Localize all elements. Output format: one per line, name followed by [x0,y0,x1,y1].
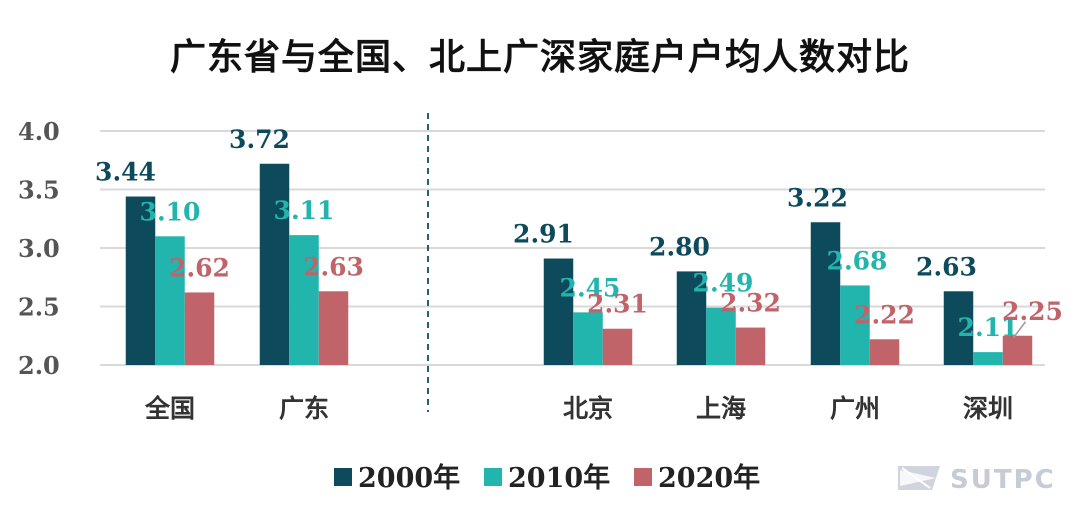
y-tick-label: 2.5 [18,293,60,322]
bar [706,307,736,365]
data-label: 2.63 [303,252,364,281]
sutpc-logo: SUTPC [898,465,1056,495]
bar [973,352,1003,365]
data-label: 2.25 [1002,297,1063,326]
data-label: 2.62 [169,253,230,282]
bars [125,163,1033,365]
data-label: 2.32 [720,289,781,318]
data-label: 2.22 [854,300,915,329]
data-label: 3.44 [95,158,156,187]
bar [289,235,319,365]
legend-label: 2000年 [358,462,460,494]
legend-swatch [334,468,352,486]
data-label: 2.80 [649,232,710,261]
y-tick-label: 4.0 [18,117,60,146]
data-label: 2.11 [958,313,1019,342]
data-labels: 3.44 3.10 2.62 3.72 3.11 2.63 2.91 2.452.312.80… [95,125,1063,342]
legend-label: 2010年 [508,462,610,494]
category-label: 广州 [830,394,880,423]
legend-label: 2020年 [658,462,760,494]
legend-swatch [634,468,652,486]
y-tick-label: 3.5 [18,176,60,205]
category-labels: 全国 广东 北京 上海 广州 深圳 [144,394,1013,423]
y-tick-label: 3.0 [18,234,60,263]
data-label: 2.45 [560,273,621,302]
bar [573,312,603,365]
category-label: 广东 [279,394,329,423]
data-label: 2.31 [587,290,648,319]
bar [125,196,156,365]
y-tick-label: 2.0 [18,351,60,380]
bar [943,291,974,365]
y-axis-ticks: 2.0 2.5 3.0 3.5 4.0 [18,117,60,380]
data-label: 2.68 [827,246,888,275]
legend-swatch [484,468,502,486]
bar [259,163,290,365]
bar [602,328,633,365]
category-label: 上海 [696,394,746,423]
data-label: 3.11 [274,196,335,225]
category-label: 深圳 [963,394,1013,423]
category-label: 北京 [563,394,613,423]
data-label: 2.63 [916,252,977,281]
bar [840,285,870,365]
data-label: 2.91 [513,220,574,249]
bar [543,258,574,365]
category-label: 全国 [144,394,195,423]
bar [810,222,841,365]
bar [735,327,766,365]
bar [155,236,185,365]
bar [318,291,349,365]
chart-title: 广东省与全国、北上广深家庭户户均人数对比 [169,37,910,78]
logo-text: SUTPC [950,465,1056,495]
data-label: 3.22 [787,183,848,212]
legend: 2000年 2010年 2020年 [334,462,760,494]
bar [184,292,215,365]
data-label: 2.49 [693,269,754,298]
data-label: 3.72 [229,125,290,154]
bar [676,271,707,365]
label-leader-line [1012,321,1027,339]
bar [869,339,900,365]
data-label: 3.10 [140,197,201,226]
bar [1002,335,1033,365]
sutpc-logo-mark [898,466,940,490]
